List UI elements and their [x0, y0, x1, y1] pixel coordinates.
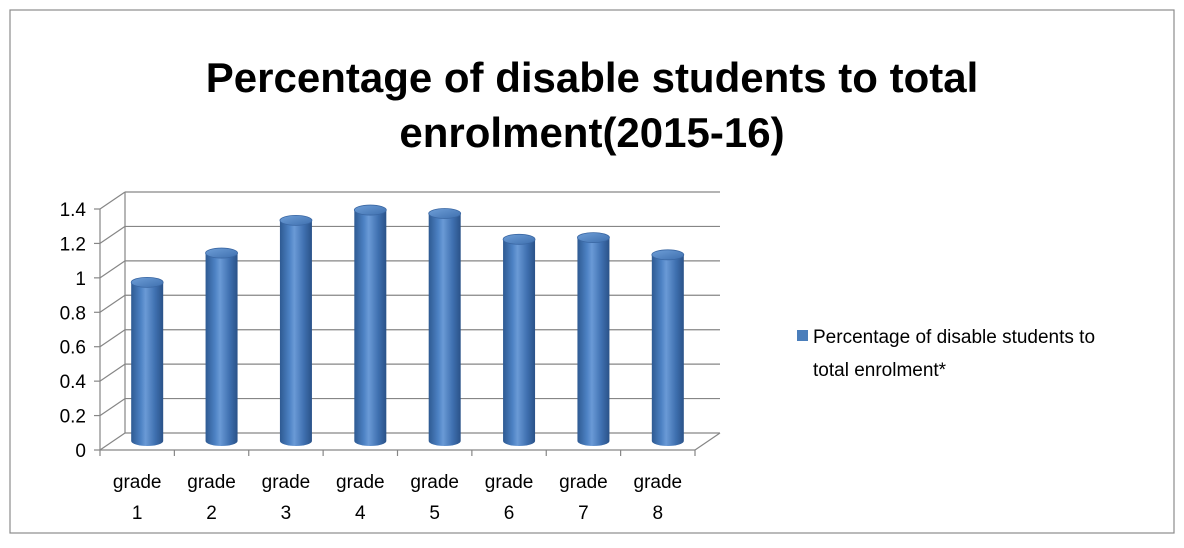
y-tick-label: 1 [75, 269, 86, 290]
legend: Percentage of disable students to total … [797, 327, 1095, 381]
gridline-side [99, 260, 126, 279]
bar [428, 208, 462, 447]
x-tick-label: 6 [504, 503, 515, 524]
bar-body [279, 220, 312, 447]
bar-cap [205, 247, 238, 259]
y-tick-label: 1.2 [60, 234, 86, 255]
bar [577, 232, 610, 447]
y-tick-label: 0.8 [60, 303, 86, 324]
bar-body [131, 282, 164, 447]
bar [502, 233, 536, 447]
bar-body [651, 254, 684, 447]
bar-cap [651, 249, 685, 261]
bar [279, 214, 313, 447]
y-tick-label: 0.6 [60, 338, 86, 359]
legend-label-line-2: total enrolment* [813, 360, 947, 381]
y-tick-label: 0 [75, 441, 86, 462]
x-tick-label: grade [336, 472, 385, 493]
bar [205, 247, 238, 447]
bar-body [577, 237, 610, 447]
x-tick-label: 7 [578, 503, 589, 524]
gridline-side [99, 329, 126, 348]
x-tick-label: grade [262, 472, 311, 493]
bar-body [354, 210, 387, 447]
bar-body [205, 253, 238, 447]
x-tick-label: grade [187, 472, 236, 493]
x-tick-label: grade [559, 472, 608, 493]
x-tick-label: 2 [206, 503, 217, 524]
bar-body [428, 213, 461, 447]
gridline-side [99, 225, 126, 244]
bar [353, 204, 387, 447]
gridline-side [99, 398, 126, 417]
gridline-side [99, 191, 126, 210]
bar [130, 276, 164, 447]
legend-swatch [797, 330, 808, 341]
bar-body [503, 239, 536, 447]
x-tick-label: 4 [355, 503, 366, 524]
x-tick-label: grade [634, 472, 683, 493]
bar-cap [353, 204, 387, 216]
gridline-side [99, 294, 126, 313]
y-tick-label: 1.4 [60, 200, 87, 221]
x-tick-label: 1 [132, 503, 143, 524]
x-tick-label: 3 [281, 503, 292, 524]
x-tick-label: 5 [429, 503, 440, 524]
x-tick-labels: grade 1 grade 2 grade 3 grade 4 grade 5 grade 6 grad… [113, 472, 682, 524]
y-tick-label: 0.4 [60, 372, 87, 393]
x-tick-label: 8 [653, 503, 664, 524]
floor-right-edge [694, 432, 721, 451]
y-tick-labels: 0 0.2 0.4 0.6 0.8 1 1.2 1.4 [60, 200, 87, 462]
chart-title-line-1: Percentage of disable students to total [206, 54, 978, 101]
chart-title-line-2: enrolment(2015-16) [399, 109, 784, 156]
bar-cap [130, 276, 164, 288]
x-tick-label: grade [410, 472, 459, 493]
axes [94, 208, 721, 456]
bar-cap [502, 233, 536, 245]
x-tick-label: grade [113, 472, 162, 493]
gridline-side [99, 432, 126, 451]
x-tick-label: grade [485, 472, 534, 493]
bar [651, 249, 685, 447]
y-tick-label: 0.2 [60, 407, 86, 428]
legend-label-line-1: Percentage of disable students to [813, 327, 1095, 348]
gridline-side [99, 363, 126, 382]
bar-cap [428, 208, 462, 219]
bars [130, 204, 685, 447]
bar-cap [279, 214, 313, 226]
bar-cap [577, 232, 610, 243]
